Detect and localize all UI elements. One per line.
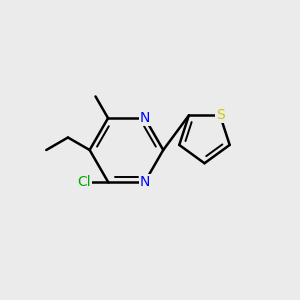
Text: N: N [140,175,150,189]
Text: N: N [140,111,150,125]
Text: S: S [216,108,224,122]
Text: Cl: Cl [78,175,91,189]
